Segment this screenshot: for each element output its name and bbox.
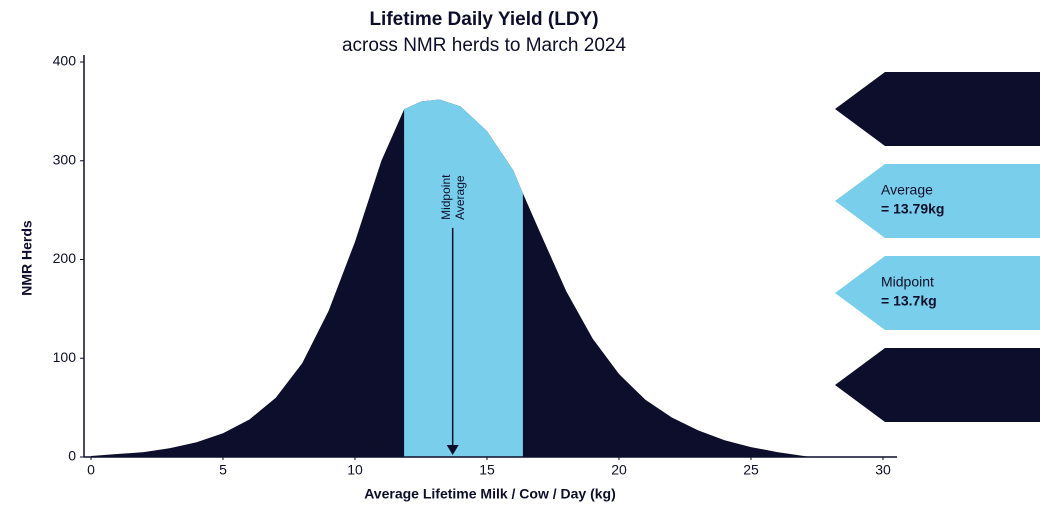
y-tick-label: 0: [68, 448, 76, 464]
x-tick-label: 10: [347, 462, 363, 478]
annotation: Midpoint: [439, 174, 453, 220]
annotation: Bottom 25%: [325, 437, 391, 451]
y-tick-label: 300: [53, 151, 77, 167]
callout-value: = 13.7kg: [881, 293, 937, 309]
y-tick-label: 400: [53, 53, 77, 69]
arrow-head: [446, 445, 459, 455]
x-tick-label: 5: [219, 462, 227, 478]
chart-title: Lifetime Daily Yield (LDY): [369, 9, 598, 30]
callout-shape: [835, 256, 1040, 330]
shaded-band: [404, 99, 523, 457]
y-tick-label: 100: [53, 349, 77, 365]
x-tick-label: 0: [87, 462, 95, 478]
y-axis-label: NMR Herds: [19, 220, 35, 296]
x-tick-label: 25: [743, 462, 759, 478]
callout-label: Midpoint: [881, 274, 934, 290]
callout-value: = 13.79kg: [881, 201, 944, 217]
chart-subtitle: across NMR herds to March 2024: [342, 35, 626, 56]
callout-label: Top 25%: [881, 90, 935, 106]
callout-label: Bottom 25%: [881, 366, 957, 382]
callout-shape: [835, 72, 1040, 146]
y-tick-label: 200: [53, 250, 77, 266]
callout-value: = > 16.08kg: [881, 109, 957, 125]
annotation: Average: [453, 175, 467, 220]
callout-label: Average: [881, 182, 933, 198]
callout-shape: [835, 348, 1040, 422]
callout-shape: [835, 164, 1040, 238]
x-tick-label: 20: [611, 462, 627, 478]
x-tick-label: 15: [479, 462, 495, 478]
callout-value: = < 11.45kg: [881, 385, 956, 401]
x-tick-label: 30: [875, 462, 891, 478]
annotation: Top 25%: [537, 437, 584, 451]
x-axis-label: Average Lifetime Milk / Cow / Day (kg): [364, 486, 616, 502]
